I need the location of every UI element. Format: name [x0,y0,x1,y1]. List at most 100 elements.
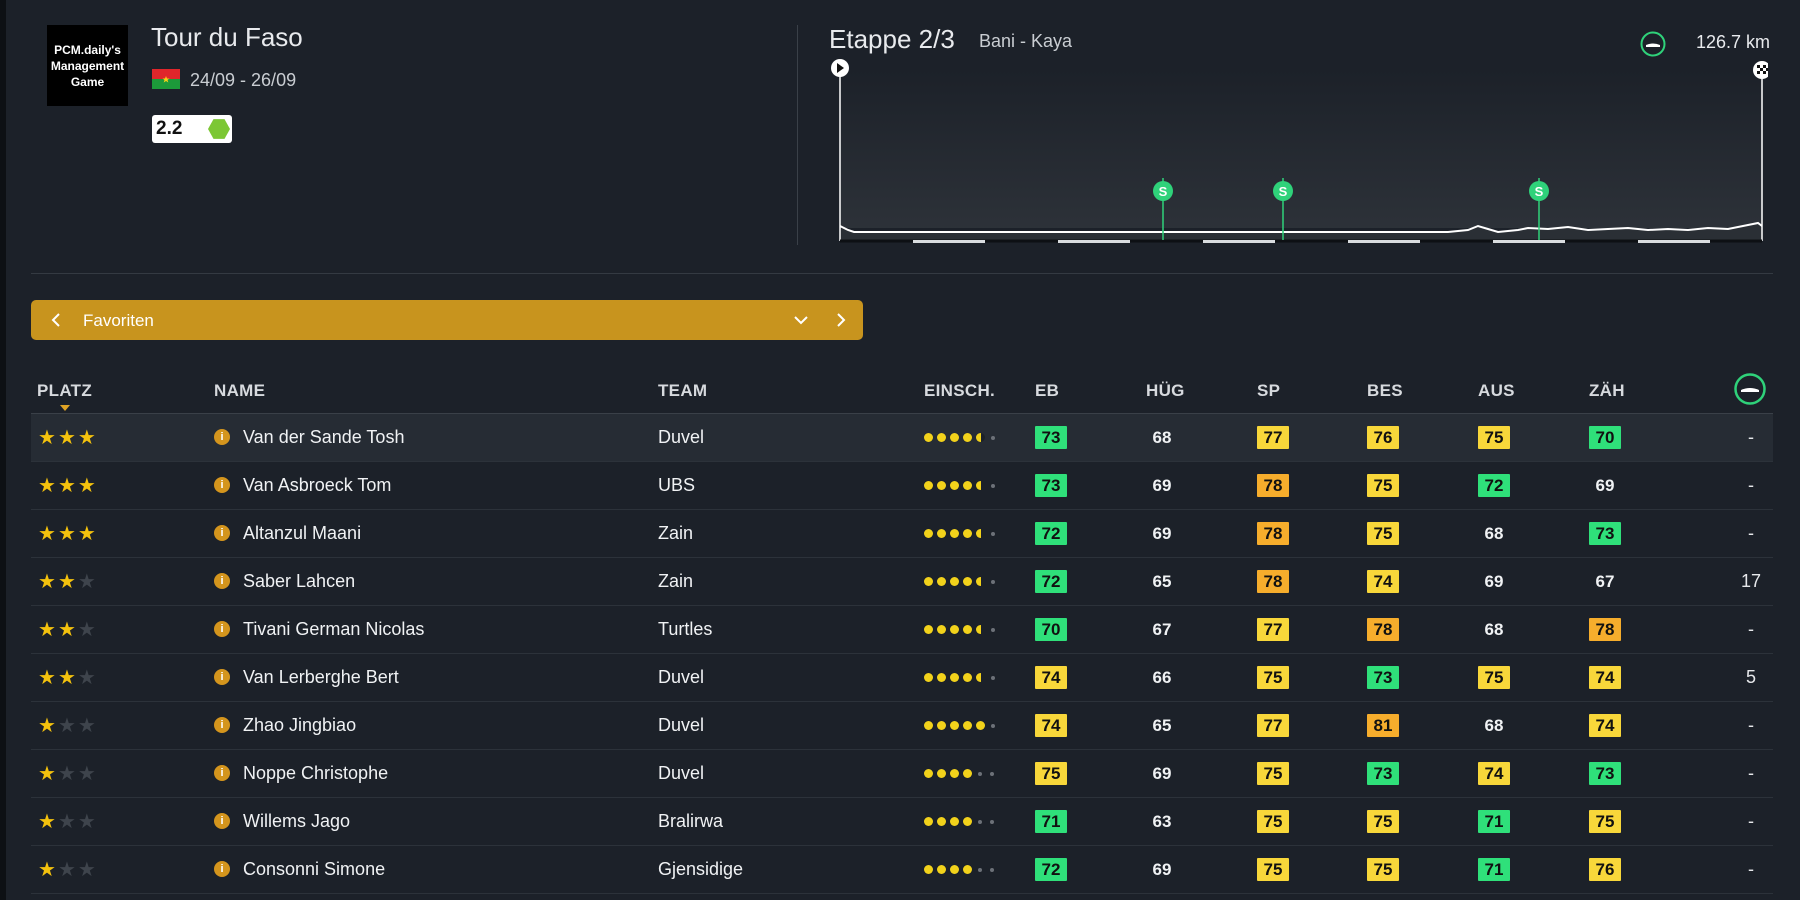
stat-value: 71 [1478,810,1510,833]
rider-name[interactable]: Altanzul Maani [243,523,362,543]
rider-info-icon[interactable]: i [214,717,230,733]
stat-zah: 67 [1585,558,1625,605]
filter-dropdown-button[interactable] [786,300,816,340]
column-header-bes[interactable]: BES [1367,381,1403,400]
star-icon: ★ [77,810,96,833]
column-header-eb[interactable]: EB [1035,381,1060,400]
chevron-right-icon [837,313,846,327]
rider-team: Duvel [658,667,705,687]
column-header-zah[interactable]: ZÄH [1589,381,1625,400]
star-icon: ★ [77,666,96,689]
rider-name[interactable]: Noppe Christophe [243,763,389,783]
star-icon: ★ [57,810,76,833]
star-icon: ★ [57,570,76,593]
header-divider [797,25,798,245]
rating-dot [991,579,995,584]
rating-dot [963,673,972,682]
rider-name[interactable]: Van Lerberghe Bert [243,667,399,687]
rider-info-icon[interactable]: i [214,477,230,493]
rider-info-icon[interactable]: i [214,525,230,541]
filter-selected-value: Favoriten [83,311,154,330]
stat-zah: 74 [1585,702,1625,749]
column-header-aus[interactable]: AUS [1478,381,1515,400]
rating-dot [950,529,959,538]
rider-info-icon[interactable]: i [214,429,230,445]
stat-bes: 75 [1363,846,1403,893]
stat-bes: 73 [1363,654,1403,701]
stat-value: 73 [1035,426,1067,449]
rating-dot [963,769,972,778]
filter-prev-button[interactable] [41,300,71,340]
rider-table: PLATZ NAME TEAM EINSCH. EB HÜG SP BES AU… [31,365,1773,894]
column-header-hug[interactable]: HÜG [1146,381,1185,400]
table-row[interactable]: ★ ★ ★ i Zhao Jingbiao Duvel 74 65 77 81 68 74- [31,702,1773,750]
column-header-name[interactable]: NAME [214,381,266,400]
table-row[interactable]: ★ ★ ★ i Altanzul Maani Zain 72 69 78 75 68 73- [31,510,1773,558]
game-logo: PCM.daily's Management Game [47,25,128,106]
stat-hug: 65 [1142,702,1182,749]
rider-name[interactable]: Consonni Simone [243,859,386,879]
table-body: ★ ★ ★ i Van der Sande Tosh Duvel 73 68 77 76 75 70-… [31,414,1773,894]
sprint-marker-2: S [1273,178,1293,240]
rating-dot [990,819,994,824]
table-row[interactable]: ★ ★ ★ i Van Asbroeck Tom UBS 73 69 78 75 72 69- [31,462,1773,510]
rating-dot [924,817,933,826]
rating-dot [950,817,959,826]
rating-dot [924,577,933,586]
column-header-platz[interactable]: PLATZ [37,381,93,400]
table-row[interactable]: ★ ★ ★ i Saber Lahcen Zain 72 65 78 74 69 67 17 [31,558,1773,606]
rider-name[interactable]: Van Asbroeck Tom [243,475,392,495]
stat-eb: 72 [1031,510,1071,557]
rider-info-icon[interactable]: i [214,573,230,589]
rider-team: Bralirwa [658,811,724,831]
rider-info-icon[interactable]: i [214,813,230,829]
rider-filter-select[interactable]: Favoriten [31,300,863,340]
table-row[interactable]: ★ ★ ★ i Noppe Christophe Duvel 75 69 75 73 74 73- [31,750,1773,798]
star-icon: ★ [38,522,56,545]
stage-distance: 126.7 km [1696,32,1771,52]
rider-name[interactable]: Zhao Jingbiao [243,715,357,735]
stage-ranking-value: 5 [1745,667,1756,687]
rider-name[interactable]: Tivani German Nicolas [243,619,425,639]
rating-dot [990,867,994,872]
stat-hug: 63 [1142,798,1182,845]
star-icon: ★ [77,714,96,737]
stat-value: 69 [1152,523,1172,543]
stat-hug: 68 [1142,414,1182,461]
table-row[interactable]: ★ ★ ★ i Tivani German Nicolas Turtles 70 67 77 78… [31,606,1773,654]
table-row[interactable]: ★ ★ ★ i Van Lerberghe Bert Duvel 74 66 75 73 75 74 5 [31,654,1773,702]
stat-zah: 73 [1585,750,1625,797]
column-header-team[interactable]: TEAM [658,381,708,400]
column-header-sp[interactable]: SP [1257,381,1281,400]
stat-value: 75 [1257,810,1289,833]
rating-dot [963,529,972,538]
rider-name[interactable]: Willems Jago [243,811,351,831]
rider-name[interactable]: Saber Lahcen [243,571,356,591]
stat-value: 68 [1152,427,1172,447]
column-header-einsch[interactable]: EINSCH. [924,381,996,400]
stat-value: 76 [1589,858,1621,881]
rider-info-icon[interactable]: i [214,669,230,685]
filter-next-button[interactable] [826,300,856,340]
stat-value: 68 [1484,715,1504,735]
stat-bes: 78 [1363,606,1403,653]
rating-dot [924,433,933,442]
stat-zah: 76 [1585,846,1625,893]
assessment-rating [924,750,996,797]
rider-info-icon[interactable]: i [214,621,230,637]
stat-aus: 68 [1474,510,1514,557]
stat-bes: 81 [1363,702,1403,749]
table-row[interactable]: ★ ★ ★ i Consonni Simone Gjensidige 72 69 75 75 71 7… [31,846,1773,894]
table-row[interactable]: ★ ★ ★ i Willems Jago Bralirwa 71 63 75 75 71 75- [31,798,1773,846]
stat-value: 69 [1484,571,1504,591]
rider-info-icon[interactable]: i [214,861,230,877]
star-icon: ★ [57,474,76,497]
stage-profile[interactable]: S S S [828,58,1768,248]
rider-name[interactable]: Van der Sande Tosh [243,427,405,447]
stat-value: 75 [1367,522,1399,545]
table-row[interactable]: ★ ★ ★ i Van der Sande Tosh Duvel 73 68 77 76 75 70- [31,414,1773,462]
flat-stage-ranking-icon[interactable] [1734,373,1766,405]
rider-info-icon[interactable]: i [214,765,230,781]
stat-bes: 75 [1363,510,1403,557]
window-edge [0,0,6,900]
